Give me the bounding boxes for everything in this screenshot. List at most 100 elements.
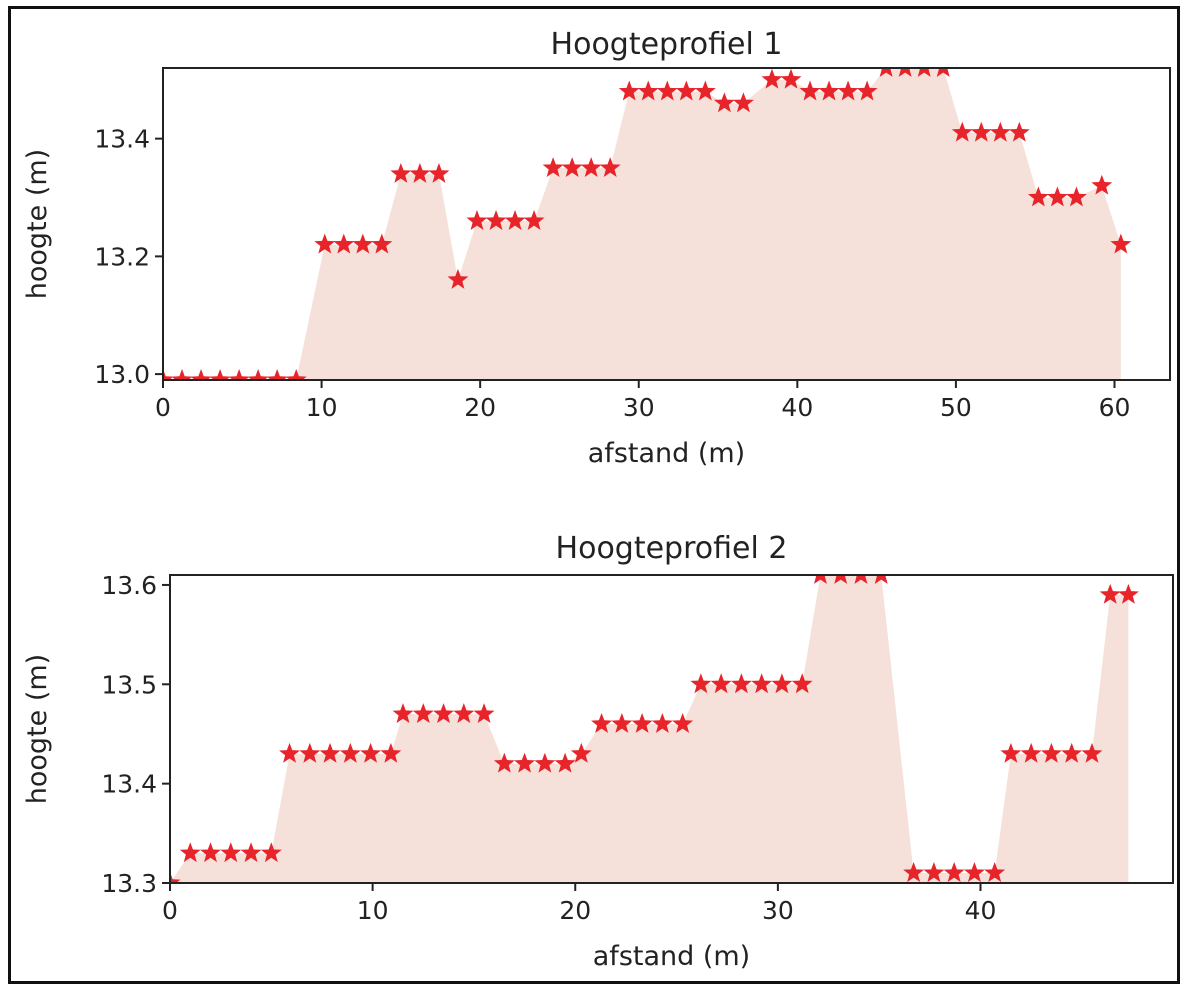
data-point-star	[1027, 186, 1049, 207]
marker-group	[170, 575, 1139, 883]
y-tick-label: 13.6	[101, 571, 157, 600]
x-tick-label: 0	[162, 896, 178, 925]
data-point-star	[874, 575, 888, 584]
data-point-star	[285, 369, 307, 380]
data-point-star	[392, 703, 414, 723]
data-point-star	[1020, 742, 1042, 763]
x-tick-label: 60	[1099, 393, 1131, 422]
data-point-star	[333, 233, 355, 254]
data-point-star	[591, 713, 613, 733]
data-point-star	[856, 80, 878, 101]
data-point-star	[690, 673, 712, 694]
data-point-star	[447, 268, 469, 289]
y-axis-label: hoogte (m)	[22, 149, 53, 299]
data-point-star	[360, 742, 382, 763]
data-point-star	[1046, 186, 1068, 207]
data-point-star	[534, 752, 556, 773]
data-point-star	[485, 210, 507, 230]
data-point-star	[247, 369, 269, 380]
data-point-star	[314, 233, 336, 254]
data-point-star	[631, 713, 653, 733]
x-tick-label: 10	[357, 896, 389, 925]
data-point-star	[412, 703, 434, 723]
data-point-star	[1099, 583, 1121, 604]
y-tick-label: 13.2	[94, 242, 150, 271]
data-point-star	[260, 842, 282, 863]
data-point-star	[917, 68, 931, 77]
data-point-star	[228, 369, 250, 380]
data-point-star	[710, 673, 732, 694]
plot-frame	[169, 574, 1174, 884]
data-point-star	[943, 862, 965, 882]
data-point-star	[732, 92, 754, 113]
data-point-star	[542, 157, 564, 177]
data-point-star	[570, 742, 592, 763]
x-tick-label: 0	[155, 393, 171, 422]
elevation-area	[163, 68, 1121, 380]
data-point-star	[854, 575, 868, 584]
x-tick-label: 40	[965, 896, 997, 925]
data-point-star	[200, 842, 221, 863]
chart-2: 0 10 20 30 40 13.3 13.4 13.5 13.6 Hoogteprofiel 2…	[22, 531, 1174, 972]
data-point-star	[279, 742, 301, 763]
data-point-star	[675, 80, 697, 101]
data-point-star	[903, 862, 925, 882]
data-point-star	[523, 210, 545, 230]
data-point-star	[791, 673, 813, 694]
data-point-star	[1117, 583, 1139, 604]
data-point-star	[1040, 742, 1062, 763]
data-point-star	[514, 752, 536, 773]
data-point-star	[761, 68, 783, 89]
data-point-star	[170, 872, 181, 883]
x-axis-label: afstand (m)	[588, 438, 745, 469]
data-point-star	[936, 68, 950, 77]
data-point-star	[171, 369, 193, 380]
data-point-star	[1065, 186, 1087, 207]
data-point-star	[390, 162, 412, 183]
data-point-star	[984, 862, 1006, 882]
data-point-star	[1061, 742, 1083, 763]
data-point-star	[799, 80, 821, 101]
data-point-star	[951, 121, 973, 142]
data-point-star	[780, 68, 802, 89]
data-point-star	[970, 121, 992, 142]
data-point-star	[771, 673, 793, 694]
x-tick-label: 50	[940, 393, 972, 422]
data-point-star	[352, 233, 374, 254]
data-point-star	[898, 68, 912, 77]
data-point-star	[409, 162, 431, 183]
y-tick-label: 13.4	[101, 770, 157, 799]
data-point-star	[818, 80, 840, 101]
data-point-star	[319, 742, 341, 763]
y-tick-label: 13.5	[101, 670, 157, 699]
chart-title: Hoogteprofiel 1	[551, 27, 783, 62]
data-point-star	[433, 703, 455, 723]
data-point-star	[730, 673, 752, 694]
y-tick-label: 13.0	[94, 360, 150, 389]
data-point-star	[428, 162, 450, 183]
x-axis-label: afstand (m)	[593, 941, 750, 972]
x-tick-label: 40	[781, 393, 813, 422]
x-tick-label: 20	[559, 896, 591, 925]
data-point-star	[220, 842, 242, 863]
data-point-star	[923, 862, 945, 882]
data-point-star	[473, 703, 495, 723]
data-point-star	[651, 713, 673, 733]
data-point-star	[1000, 742, 1022, 763]
data-point-star	[299, 742, 321, 763]
data-point-star	[266, 369, 288, 380]
data-point-star	[240, 842, 262, 863]
data-point-star	[371, 233, 393, 254]
data-point-star	[380, 742, 402, 763]
data-point-star	[837, 80, 859, 101]
data-point-star	[190, 369, 212, 380]
data-point-star	[163, 369, 174, 380]
data-point-star	[493, 752, 515, 773]
data-point-star	[813, 575, 827, 584]
data-point-star	[713, 92, 735, 113]
data-point-star	[504, 210, 526, 230]
y-tick-label: 13.3	[101, 869, 157, 898]
data-point-star	[554, 752, 576, 773]
data-point-star	[611, 713, 633, 733]
